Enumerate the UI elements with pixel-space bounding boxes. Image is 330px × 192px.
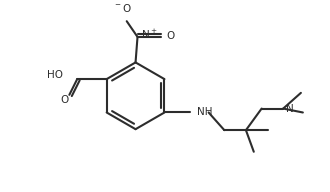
Text: O: O [60, 95, 69, 105]
Text: O: O [166, 31, 174, 41]
Text: HO: HO [48, 70, 63, 80]
Text: $^-$O: $^-$O [113, 2, 132, 14]
Text: N$^+$: N$^+$ [142, 28, 158, 41]
Text: NH: NH [197, 107, 212, 117]
Text: N: N [286, 103, 294, 113]
